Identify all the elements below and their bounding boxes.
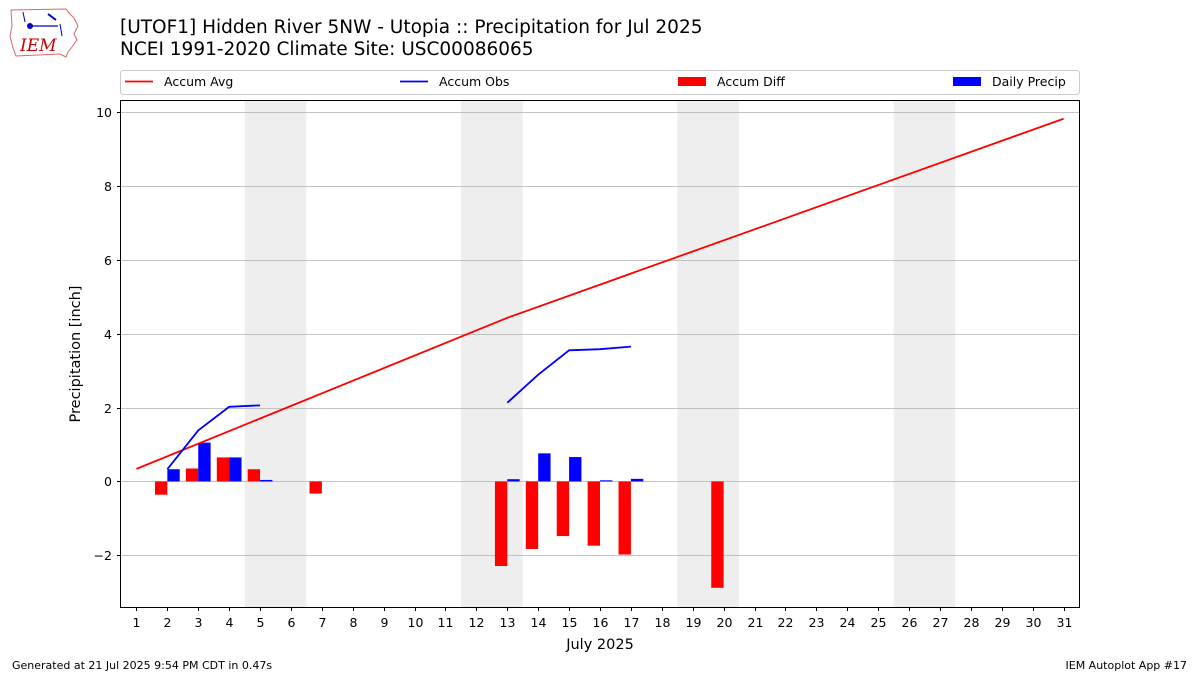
x-tick-label: 10 (408, 615, 424, 630)
weekend-shading (244, 101, 956, 607)
x-tick-label: 23 (809, 615, 825, 630)
legend-label-2: Accum Obs (439, 74, 509, 89)
y-tick-label: 10 (96, 105, 112, 120)
x-tick-label: 21 (748, 615, 764, 630)
x-tick-label: 18 (655, 615, 671, 630)
x-tick-label: 27 (933, 615, 949, 630)
accum-obs-line-segment-2 (506, 345, 631, 404)
legend-label-1: Accum Avg (164, 74, 233, 89)
weekend-band-4 (893, 101, 956, 607)
legend-swatch-4 (953, 77, 981, 86)
daily-precip-bar (229, 457, 242, 482)
x-tick-label: 17 (624, 615, 640, 630)
legend-label-3: Accum Diff (717, 74, 785, 89)
x-tick-label: 11 (438, 615, 454, 630)
accum-diff-bar (618, 481, 631, 555)
accum-diff-bar (587, 481, 600, 546)
daily-precip-bar (538, 453, 551, 482)
y-tick-label: 8 (104, 179, 112, 194)
x-tick-label: 20 (717, 615, 733, 630)
weekend-band-3 (677, 101, 740, 607)
x-tick-label: 13 (500, 615, 516, 630)
grid-lines (121, 112, 1079, 556)
y-tick-label: 2 (104, 401, 112, 416)
app-credit: IEM Autoplot App #17 (1065, 659, 1188, 672)
lines (136, 117, 1064, 470)
x-tick-label: 30 (1026, 615, 1042, 630)
accum-avg-line (136, 117, 1064, 470)
y-axis-label: Precipitation [inch] (68, 286, 84, 423)
x-tick-label: 16 (593, 615, 609, 630)
daily-precip-bar (630, 478, 644, 482)
bars (154, 442, 724, 588)
chart-title-line2: NCEI 1991-2020 Climate Site: USC00086065 (120, 39, 534, 60)
legend-frame (120, 70, 1080, 95)
x-tick-label: 8 (350, 615, 358, 630)
daily-precip-bar (507, 479, 520, 482)
daily-precip-bar (260, 479, 273, 482)
y-tick-label: −2 (94, 548, 112, 563)
x-tick-label: 2 (164, 615, 172, 630)
x-tick-label: 3 (195, 615, 203, 630)
x-tick-label: 26 (902, 615, 918, 630)
x-tick-label: 19 (686, 615, 702, 630)
daily-precip-bar (198, 442, 211, 482)
legend-swatch-3 (678, 77, 706, 86)
daily-precip-bar (600, 480, 613, 482)
x-tick-label: 4 (226, 615, 234, 630)
x-tick-label: 5 (257, 615, 265, 630)
x-tick-label: 28 (964, 615, 980, 630)
x-tick-label: 29 (995, 615, 1011, 630)
x-tick-label: 6 (288, 615, 296, 630)
y-tick-label: 6 (104, 253, 112, 268)
iowa-outline-icon (9, 8, 79, 58)
accum-diff-bar (154, 481, 168, 495)
y-tick-label: 0 (104, 474, 112, 489)
chart-title-line1: [UTOF1] Hidden River 5NW - Utopia :: Pre… (120, 17, 703, 38)
x-tick-label: 9 (381, 615, 389, 630)
x-tick-label: 31 (1057, 615, 1073, 630)
x-axis-label: July 2025 (565, 637, 634, 653)
x-tick-label: 24 (840, 615, 856, 630)
accum-diff-bar (309, 481, 322, 494)
x-tick-label: 7 (319, 615, 327, 630)
x-tick-label: 12 (469, 615, 485, 630)
x-tick-label: 14 (531, 615, 547, 630)
accum-diff-bar (556, 481, 570, 537)
legend-label-4: Daily Precip (992, 74, 1066, 89)
accum-diff-bar (216, 457, 230, 482)
iem-logo: IEM (9, 8, 79, 58)
legend: Accum Avg Accum Obs Accum Diff Daily Precip (120, 70, 1080, 95)
y-tick-label: 4 (104, 327, 112, 342)
accum-obs-line-segment-1 (166, 404, 261, 470)
x-tick-label: 15 (562, 615, 578, 630)
chart-title: [UTOF1] Hidden River 5NW - Utopia :: Pre… (120, 17, 702, 61)
daily-precip-bar (569, 457, 582, 482)
x-tick-label: 25 (871, 615, 887, 630)
accum-diff-bar (525, 481, 539, 550)
accum-diff-bar (247, 469, 261, 482)
weekend-band-1 (244, 101, 307, 607)
weekend-band-2 (460, 101, 523, 607)
y-axis-ticks: −2 0 2 4 6 8 10 (94, 105, 121, 563)
x-axis-ticks: 1 2 3 4 5 6 7 8 9 10 11 12 13 14 15 16 17 18 19 20 21 22 23 24 2… (133, 607, 1073, 630)
daily-precip-bar (167, 469, 180, 482)
accum-diff-bar (185, 468, 199, 482)
generated-timestamp: Generated at 21 Jul 2025 9:54 PM CDT in … (12, 659, 273, 672)
x-tick-label: 22 (778, 615, 794, 630)
accum-diff-bar (494, 481, 508, 567)
accum-diff-bar (711, 481, 724, 588)
x-tick-label: 1 (133, 615, 141, 630)
logo-text: IEM (19, 36, 57, 56)
